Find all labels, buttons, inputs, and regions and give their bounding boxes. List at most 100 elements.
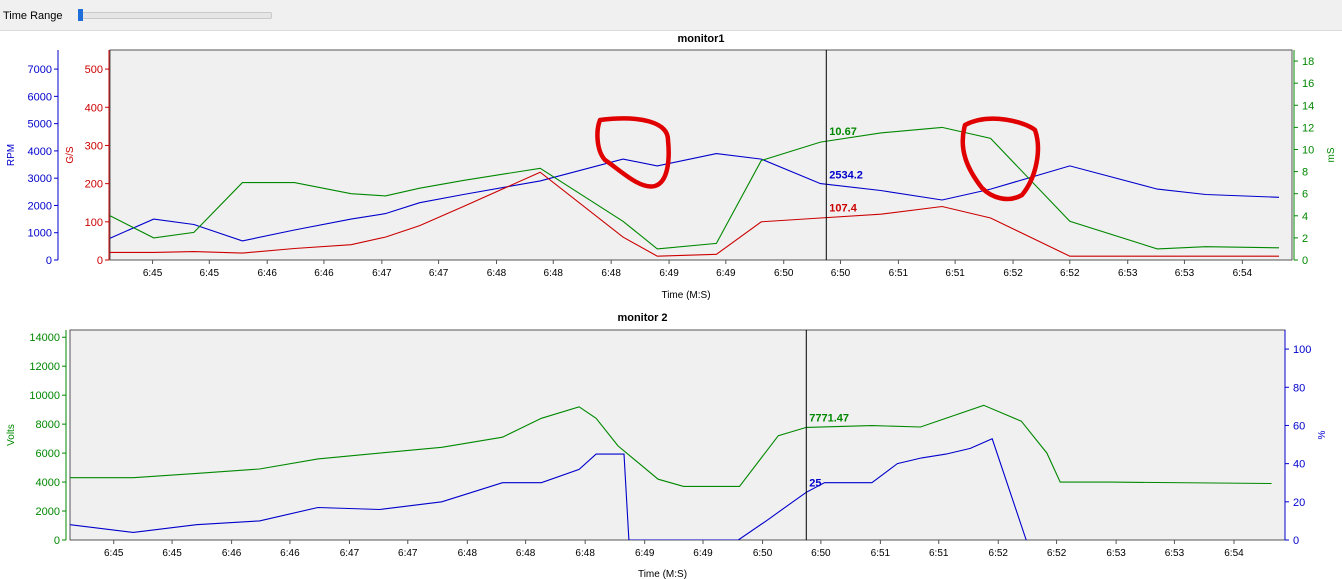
y-tick-label: 40 — [1293, 459, 1305, 471]
x-tick-label: 6:52 — [1003, 268, 1023, 279]
y-tick-label: 1000 — [28, 228, 52, 240]
y-tick-label: 18 — [1302, 56, 1314, 68]
x-tick-label: 6:49 — [659, 268, 679, 279]
y-tick-label: 12000 — [29, 361, 60, 373]
y-axis-title: % — [1317, 430, 1328, 439]
series-group — [70, 404, 1272, 540]
time-range-slider-thumb[interactable] — [77, 9, 83, 21]
x-tick-label: 6:54 — [1233, 268, 1253, 279]
x-tick-label: 6:50 — [774, 268, 794, 279]
x-tick-label: 6:51 — [945, 268, 965, 279]
y-tick-label: 100 — [85, 217, 103, 229]
x-tick-label: 6:49 — [635, 548, 655, 559]
chart-1: monitor1 6:45 6:45 6:46 6:46 6:47 6:47 6:48 6:48… — [6, 33, 1337, 301]
y-axis-volts: 0 2000 4000 6000 8000 10000 12000 14000 Volts — [6, 330, 67, 547]
chart-title: monitor 2 — [617, 312, 667, 324]
x-tick-label: 6:46 — [257, 268, 277, 279]
y-tick-label: 14 — [1302, 100, 1314, 112]
x-tick-label: 6:52 — [989, 548, 1009, 559]
x-tick-label: 6:53 — [1165, 548, 1185, 559]
x-tick-label: 6:49 — [693, 548, 713, 559]
x-tick-label: 6:54 — [1224, 548, 1244, 559]
y-tick-label: 10000 — [29, 390, 60, 402]
y-tick-label: 4 — [1302, 211, 1308, 223]
x-tick-label: 6:47 — [398, 548, 418, 559]
x-tick-label: 6:46 — [222, 548, 242, 559]
x-tick-label: 6:45 — [104, 548, 124, 559]
y-tick-label: 4000 — [36, 477, 60, 489]
y-axis-pct: 0 20 40 60 80 100% — [1284, 330, 1328, 547]
y-tick-label: 6000 — [28, 91, 52, 103]
y-tick-label: 80 — [1293, 382, 1305, 394]
series-line-volts — [70, 404, 1272, 487]
annotation-marks — [595, 116, 1041, 202]
x-tick-label: 6:48 — [544, 268, 564, 279]
x-tick-label: 6:48 — [516, 548, 536, 559]
x-tick-label: 6:50 — [753, 548, 773, 559]
y-tick-label: 0 — [1293, 535, 1299, 547]
y-tick-label: 2 — [1302, 233, 1308, 245]
x-tick-label: 6:45 — [162, 548, 182, 559]
x-tick-label: 6:47 — [372, 268, 392, 279]
x-tick-label: 6:49 — [716, 268, 736, 279]
y-axis-title: Volts — [6, 424, 17, 446]
x-tick-label: 6:50 — [811, 548, 831, 559]
y-axis-title: mS — [1326, 147, 1337, 162]
plot-area — [109, 49, 1293, 261]
cursor-value-label: 10.67 — [829, 126, 857, 138]
y-tick-label: 0 — [46, 255, 52, 267]
x-tick-label: 6:52 — [1047, 548, 1067, 559]
red-circle-annotation — [595, 116, 671, 189]
x-tick-label: 6:47 — [429, 268, 449, 279]
y-tick-label: 16 — [1302, 78, 1314, 90]
y-tick-label: 10 — [1302, 144, 1314, 156]
cursor-value-label: 107.4 — [829, 203, 857, 215]
x-tick-label: 6:51 — [889, 268, 909, 279]
y-tick-label: 0 — [54, 535, 60, 547]
x-axis-label: Time (M:S) — [661, 290, 710, 301]
x-tick-label: 6:48 — [487, 268, 507, 279]
x-axis: 6:45 6:45 6:46 6:46 6:47 6:47 6:48 6:48 6:48 6:49… — [143, 260, 1253, 279]
y-axis-ms: 0 2 4 6 8 10 12 14 16 18 mS — [1293, 50, 1337, 267]
y-tick-label: 200 — [85, 179, 103, 191]
x-tick-label: 6:46 — [280, 548, 300, 559]
x-axis-label: Time (M:S) — [638, 569, 687, 579]
x-tick-label: 6:51 — [871, 548, 891, 559]
y-tick-label: 0 — [1302, 255, 1308, 267]
y-tick-label: 5000 — [28, 119, 52, 131]
y-tick-label: 300 — [85, 140, 103, 152]
series-line-gs — [110, 171, 1279, 257]
y-tick-label: 4000 — [28, 146, 52, 158]
y-tick-label: 20 — [1293, 497, 1305, 509]
x-tick-label: 6:52 — [1060, 268, 1080, 279]
y-tick-label: 400 — [85, 102, 103, 114]
y-tick-label: 2000 — [36, 506, 60, 518]
y-tick-label: 0 — [97, 255, 103, 267]
x-tick-label: 6:51 — [929, 548, 949, 559]
y-tick-label: 14000 — [29, 332, 60, 344]
x-tick-label: 6:48 — [575, 548, 595, 559]
y-tick-label: 2000 — [28, 200, 52, 212]
x-tick-label: 6:53 — [1106, 548, 1126, 559]
y-tick-label: 8 — [1302, 167, 1308, 179]
x-tick-label: 6:50 — [831, 268, 851, 279]
x-tick-label: 6:45 — [143, 268, 163, 279]
x-axis: 6:45 6:45 6:46 6:46 6:47 6:47 6:48 6:48 6:48 6:49… — [104, 540, 1244, 559]
cursor-value-label: 25 — [809, 477, 821, 489]
time-range-label: Time Range — [3, 10, 63, 22]
y-tick-label: 12 — [1302, 122, 1314, 134]
x-tick-label: 6:46 — [314, 268, 334, 279]
y-tick-label: 100 — [1293, 344, 1311, 356]
cursor-value-label: 2534.2 — [829, 169, 863, 181]
y-tick-label: 60 — [1293, 420, 1305, 432]
y-axis-gs: 0 100 200 300 400 500 G/S — [65, 50, 110, 267]
x-tick-label: 6:53 — [1118, 268, 1138, 279]
x-tick-label: 6:47 — [340, 548, 360, 559]
y-tick-label: 8000 — [36, 419, 60, 431]
time-range-toolbar: Time Range — [0, 0, 1342, 31]
chart-title: monitor1 — [677, 33, 724, 45]
plot-area — [69, 329, 1286, 541]
y-tick-label: 500 — [85, 64, 103, 76]
x-tick-label: 6:53 — [1175, 268, 1195, 279]
